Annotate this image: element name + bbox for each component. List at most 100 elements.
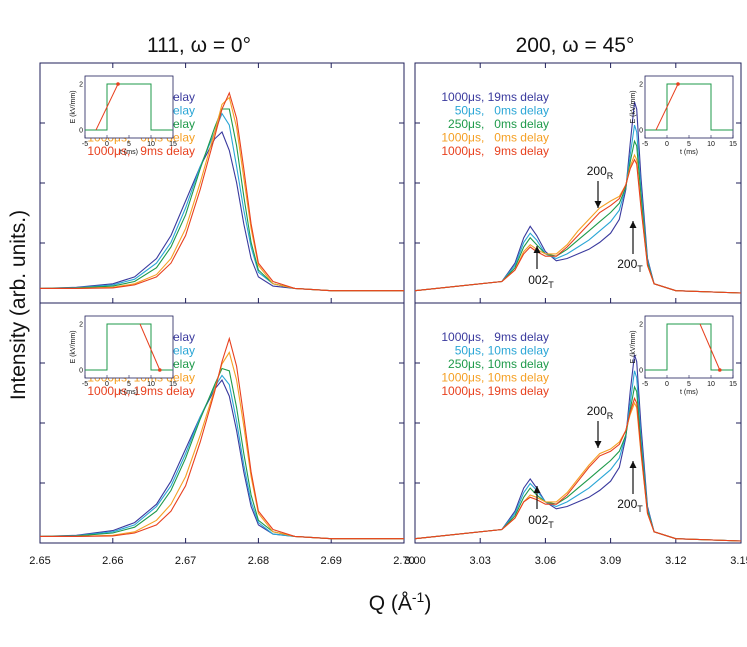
annotation-002t-sub: T xyxy=(548,520,554,530)
series-line xyxy=(414,385,742,542)
series-line xyxy=(40,336,404,540)
annotation-200r: 200R xyxy=(587,404,614,421)
annotation-200r: 200R xyxy=(587,164,614,181)
annotation-200r-base: 200 xyxy=(587,164,607,178)
inset-y-tick-label: 2 xyxy=(79,82,83,89)
inset-x-tick-label: 5 xyxy=(687,141,691,148)
series-group-3 xyxy=(414,354,742,542)
series-group-2 xyxy=(39,336,404,540)
annotation-arrow-200r-head xyxy=(594,201,602,208)
annotation-arrow-200t-head xyxy=(629,221,637,228)
inset-plot: -5 0 5 10 15 0 2 t (ms) E (kV/mm) xyxy=(70,315,177,396)
inset-x-tick-label: 0 xyxy=(105,141,109,148)
inset-x-tick-label: 10 xyxy=(707,381,715,388)
inset-plot: -5 0 5 10 15 0 2 t (ms) E (kV/mm) xyxy=(630,315,737,396)
legend-entry: 1000μs, 9ms delay xyxy=(441,144,549,158)
inset-x-tick-label: -5 xyxy=(642,381,648,388)
annotation-002t-base: 002 xyxy=(528,273,548,287)
inset-x-label: t (ms) xyxy=(680,389,698,396)
x-axis-label-exponent: -1 xyxy=(412,589,425,605)
inset-x-tick-label: 15 xyxy=(169,381,177,388)
inset-y-label: E (kV/mm) xyxy=(630,90,637,123)
panel-title-left: 111, ω = 0° xyxy=(147,34,251,57)
annotation-200t: 200T xyxy=(617,497,643,514)
annotation-200r-base: 200 xyxy=(587,404,607,418)
inset-y-tick-label: 2 xyxy=(639,82,643,89)
series-line xyxy=(40,91,404,292)
series-line xyxy=(414,401,742,542)
series-group-1 xyxy=(414,101,742,294)
inset-y-tick-label: 2 xyxy=(639,322,643,329)
x-tick-label: 2.68 xyxy=(248,555,269,567)
legend-entry: 1000μs, 0ms delay xyxy=(441,131,549,145)
series-line xyxy=(414,396,742,542)
x-tick-label: 2.69 xyxy=(320,555,341,567)
inset-y-tick-label: 0 xyxy=(79,368,83,375)
annotation-arrow-200t-head xyxy=(629,461,637,468)
inset-x-tick-label: 0 xyxy=(665,381,669,388)
annotation-arrow-002t-head xyxy=(533,246,541,253)
inset-x-tick-label: 5 xyxy=(127,381,131,388)
series-line xyxy=(414,354,742,542)
legend-entry: 1000μs, 19ms delay xyxy=(441,90,549,104)
inset-marker xyxy=(676,82,680,86)
x-tick-label: 3.15 xyxy=(730,555,747,567)
x-axis-label: Q (Å-1) xyxy=(369,589,432,615)
inset-x-tick-label: 10 xyxy=(147,141,155,148)
x-tick-label: 3.03 xyxy=(469,555,490,567)
inset-marker xyxy=(116,82,120,86)
inset-y-label: E (kV/mm) xyxy=(70,90,77,123)
inset-x-tick-label: 5 xyxy=(127,141,131,148)
series-line xyxy=(39,378,404,540)
inset-y-label: E (kV/mm) xyxy=(630,330,637,363)
annotation-200t: 200T xyxy=(617,257,643,274)
series-line xyxy=(40,96,404,292)
inset-pulse xyxy=(645,323,733,371)
annotation-arrow-002t-head xyxy=(533,486,541,493)
plot-area: 2.65 2.66 2.67 2.68 2.69 2.703.00 3.03 3.06 3.09… xyxy=(29,62,747,567)
series-line xyxy=(39,374,404,540)
legend-entry: 250μs, 0ms delay xyxy=(448,117,549,131)
inset-x-label: t (ms) xyxy=(120,389,138,396)
x-tick-label: 3.00 xyxy=(404,555,425,567)
inset-x-tick-label: 0 xyxy=(665,141,669,148)
x-tick-label: 3.06 xyxy=(535,555,556,567)
inset-x-label: t (ms) xyxy=(120,149,138,156)
series-group-0 xyxy=(39,91,404,292)
annotation-002t-sub: T xyxy=(548,280,554,290)
inset-frame xyxy=(84,75,174,139)
annotation-002t-base: 002 xyxy=(528,513,548,527)
x-tick-label: 2.70 xyxy=(393,555,414,567)
inset-delay-line xyxy=(95,83,119,131)
legend-entry: 250μs, 10ms delay xyxy=(448,357,549,371)
series-line xyxy=(414,153,742,294)
legend-entry: 1000μs, 9ms delay xyxy=(87,144,195,158)
inset-x-tick-label: 15 xyxy=(729,141,737,148)
inset-x-tick-label: -5 xyxy=(82,141,88,148)
legend-entry: 1000μs, 19ms delay xyxy=(87,384,195,398)
inset-marker xyxy=(158,368,162,372)
inset-x-tick-label: 10 xyxy=(147,381,155,388)
legend-entry: 1000μs, 10ms delay xyxy=(441,371,549,385)
inset-pulse xyxy=(85,83,173,131)
legend-entry: 50μs, 10ms delay xyxy=(455,344,549,358)
inset-x-tick-label: 15 xyxy=(729,381,737,388)
inset-marker xyxy=(718,368,722,372)
inset-x-tick-label: 5 xyxy=(687,381,691,388)
legend-entry: 1000μs, 19ms delay xyxy=(441,384,549,398)
series-line xyxy=(39,131,404,292)
panel-title-right: 200, ω = 45° xyxy=(516,34,635,57)
series-line xyxy=(414,139,742,294)
inset-x-label: t (ms) xyxy=(680,149,698,156)
annotation-002t: 002T xyxy=(528,273,554,290)
inset-plot: -5 0 5 10 15 0 2 t (ms) E (kV/mm) xyxy=(70,75,177,156)
inset-delay-line xyxy=(139,323,161,371)
x-tick-label: 2.65 xyxy=(29,555,50,567)
legend-entry: 1000μs, 9ms delay xyxy=(441,330,549,344)
inset-y-tick-label: 0 xyxy=(79,128,83,135)
inset-pulse xyxy=(85,323,173,371)
x-axis-label-main: Q (Å xyxy=(369,592,412,615)
x-tick-label: 3.12 xyxy=(665,555,686,567)
x-axis-label-close: ) xyxy=(424,592,431,615)
inset-y-tick-label: 0 xyxy=(639,368,643,375)
